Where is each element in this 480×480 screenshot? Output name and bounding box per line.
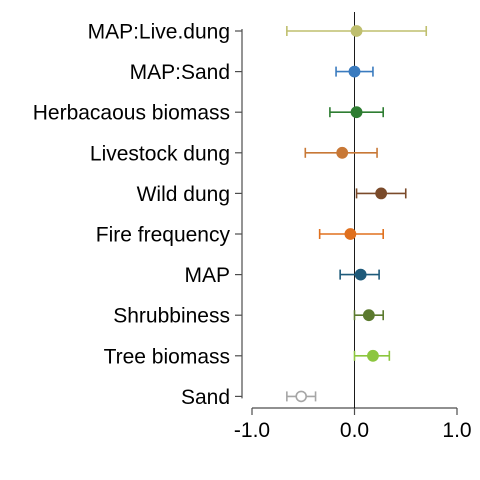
- y-tick-label: Tree biomass: [104, 345, 230, 368]
- x-axis: -1.0 0.0 1.0: [234, 407, 472, 442]
- y-tick-label: MAP:Live.dung: [88, 21, 230, 44]
- estimate-row: [335, 65, 374, 78]
- estimate-row: [353, 349, 391, 362]
- point-estimate: [362, 309, 375, 322]
- estimate-row: [339, 268, 380, 281]
- point-estimate: [336, 146, 349, 159]
- y-axis: MAP:Live.dung MAP:Sand Herbacaous biomass L…: [33, 21, 243, 409]
- point-estimate: [375, 187, 388, 200]
- estimate-row: [286, 390, 317, 403]
- x-tick-label: 0.0: [340, 419, 369, 442]
- estimate-row: [355, 187, 407, 200]
- y-tick-label: Sand: [181, 386, 230, 409]
- point-estimate: [350, 25, 363, 37]
- y-tick-label: Shrubbiness: [113, 305, 230, 328]
- estimates-series: [286, 25, 428, 403]
- point-estimate: [295, 390, 308, 403]
- x-tick-label: -1.0: [234, 419, 270, 442]
- x-tick-label: 1.0: [442, 419, 471, 442]
- estimate-row: [286, 25, 428, 37]
- y-tick-label: Fire frequency: [96, 224, 231, 247]
- point-estimate: [344, 228, 357, 240]
- y-tick-label: Livestock dung: [90, 142, 230, 165]
- y-tick-label: MAP: [184, 264, 230, 287]
- point-estimate: [367, 349, 379, 362]
- y-tick-label: Herbacaous biomass: [33, 102, 230, 125]
- estimate-row: [353, 309, 385, 322]
- point-estimate: [354, 268, 367, 281]
- point-estimate: [350, 106, 363, 119]
- estimate-row: [318, 228, 385, 240]
- y-tick-label: Wild dung: [137, 183, 230, 206]
- point-estimate: [348, 65, 361, 78]
- estimate-row: [329, 106, 385, 119]
- y-tick-label: MAP:Sand: [130, 61, 230, 84]
- estimate-row: [304, 146, 378, 159]
